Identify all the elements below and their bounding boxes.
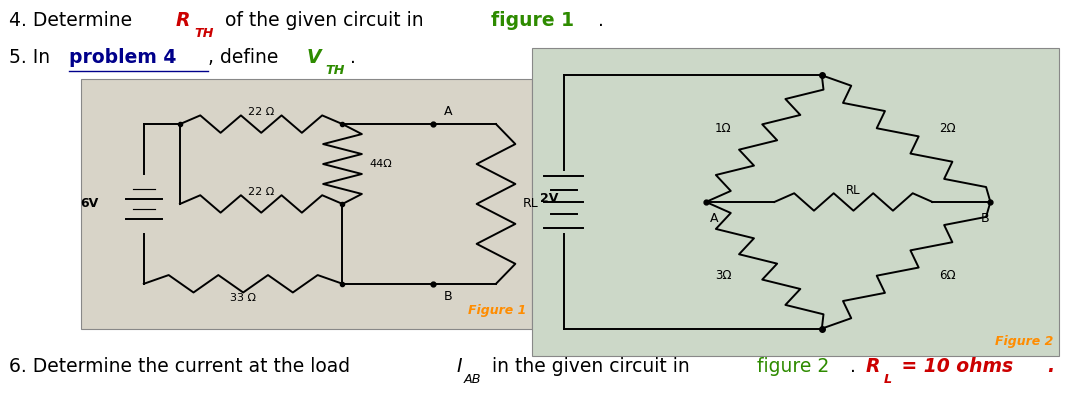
Text: 44Ω: 44Ω xyxy=(370,159,392,169)
Text: 33 Ω: 33 Ω xyxy=(230,293,256,303)
Text: figure 1: figure 1 xyxy=(490,11,574,30)
Text: TH: TH xyxy=(194,27,213,40)
Text: Figure 1: Figure 1 xyxy=(469,304,527,317)
Text: B: B xyxy=(980,212,989,225)
Text: 22 Ω: 22 Ω xyxy=(248,107,274,117)
Text: AB: AB xyxy=(463,373,482,386)
Text: of the given circuit in: of the given circuit in xyxy=(219,11,430,30)
Text: RL: RL xyxy=(522,198,539,210)
Text: .: . xyxy=(598,11,604,30)
Text: B: B xyxy=(444,290,453,303)
FancyBboxPatch shape xyxy=(532,48,1059,356)
Text: 2V: 2V xyxy=(540,192,558,204)
Text: = 10 ohms: = 10 ohms xyxy=(894,357,1013,376)
Text: in the given circuit in: in the given circuit in xyxy=(486,357,696,376)
Text: 6. Determine the current at the load: 6. Determine the current at the load xyxy=(9,357,356,376)
Text: R: R xyxy=(865,357,879,376)
Text: A: A xyxy=(711,212,719,225)
Text: 22 Ω: 22 Ω xyxy=(248,187,274,197)
Text: A: A xyxy=(444,105,453,118)
Text: .: . xyxy=(850,357,862,376)
Text: problem 4: problem 4 xyxy=(70,48,176,67)
Text: 3Ω: 3Ω xyxy=(715,268,731,282)
Text: RL: RL xyxy=(846,184,861,196)
Text: , define: , define xyxy=(207,48,284,67)
Text: 2Ω: 2Ω xyxy=(938,122,956,135)
Text: .: . xyxy=(1047,357,1055,376)
Text: Figure 2: Figure 2 xyxy=(995,335,1054,348)
Text: 6V: 6V xyxy=(81,198,99,210)
FancyBboxPatch shape xyxy=(81,79,532,329)
Text: L: L xyxy=(884,373,892,386)
Text: .: . xyxy=(350,48,356,67)
Text: 5. In: 5. In xyxy=(9,48,56,67)
Text: 1Ω: 1Ω xyxy=(715,122,731,135)
Text: figure 2: figure 2 xyxy=(757,357,829,376)
Text: V: V xyxy=(306,48,321,67)
Text: 4. Determine: 4. Determine xyxy=(9,11,138,30)
Text: R: R xyxy=(175,11,189,30)
Text: I: I xyxy=(457,357,462,376)
Text: TH: TH xyxy=(326,65,345,78)
Text: 6Ω: 6Ω xyxy=(938,268,956,282)
